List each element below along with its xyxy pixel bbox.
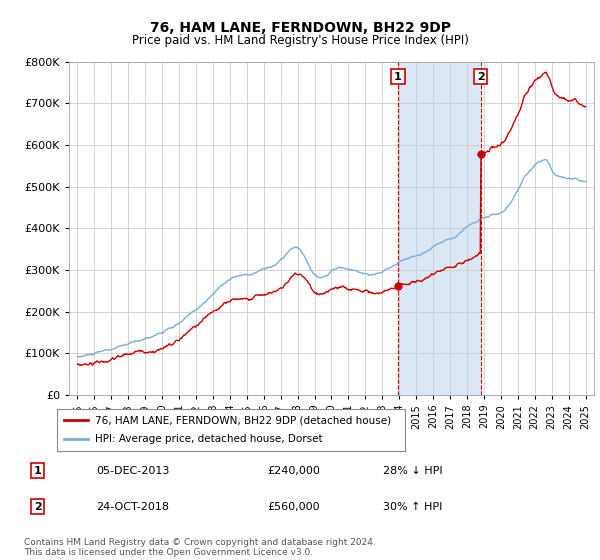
Text: Price paid vs. HM Land Registry's House Price Index (HPI): Price paid vs. HM Land Registry's House … [131,34,469,46]
Text: £560,000: £560,000 [267,502,320,512]
Text: 1: 1 [34,465,41,475]
Bar [398,62,481,395]
Text: 76, HAM LANE, FERNDOWN, BH22 9DP: 76, HAM LANE, FERNDOWN, BH22 9DP [149,21,451,35]
Text: Contains HM Land Registry data © Crown copyright and database right 2024.
This d: Contains HM Land Registry data © Crown c… [24,538,376,557]
Text: £240,000: £240,000 [267,465,320,475]
Text: 1: 1 [394,72,402,82]
Text: 28% ↓ HPI: 28% ↓ HPI [383,465,442,475]
Text: 05-DEC-2013: 05-DEC-2013 [96,465,169,475]
Text: 2: 2 [477,72,485,82]
Text: 24-OCT-2018: 24-OCT-2018 [96,502,169,512]
FancyBboxPatch shape [57,409,405,451]
Text: 76, HAM LANE, FERNDOWN, BH22 9DP (detached house): 76, HAM LANE, FERNDOWN, BH22 9DP (detach… [95,415,391,425]
Text: HPI: Average price, detached house, Dorset: HPI: Average price, detached house, Dors… [95,435,323,445]
Text: 30% ↑ HPI: 30% ↑ HPI [383,502,442,512]
Text: 2: 2 [34,502,41,512]
